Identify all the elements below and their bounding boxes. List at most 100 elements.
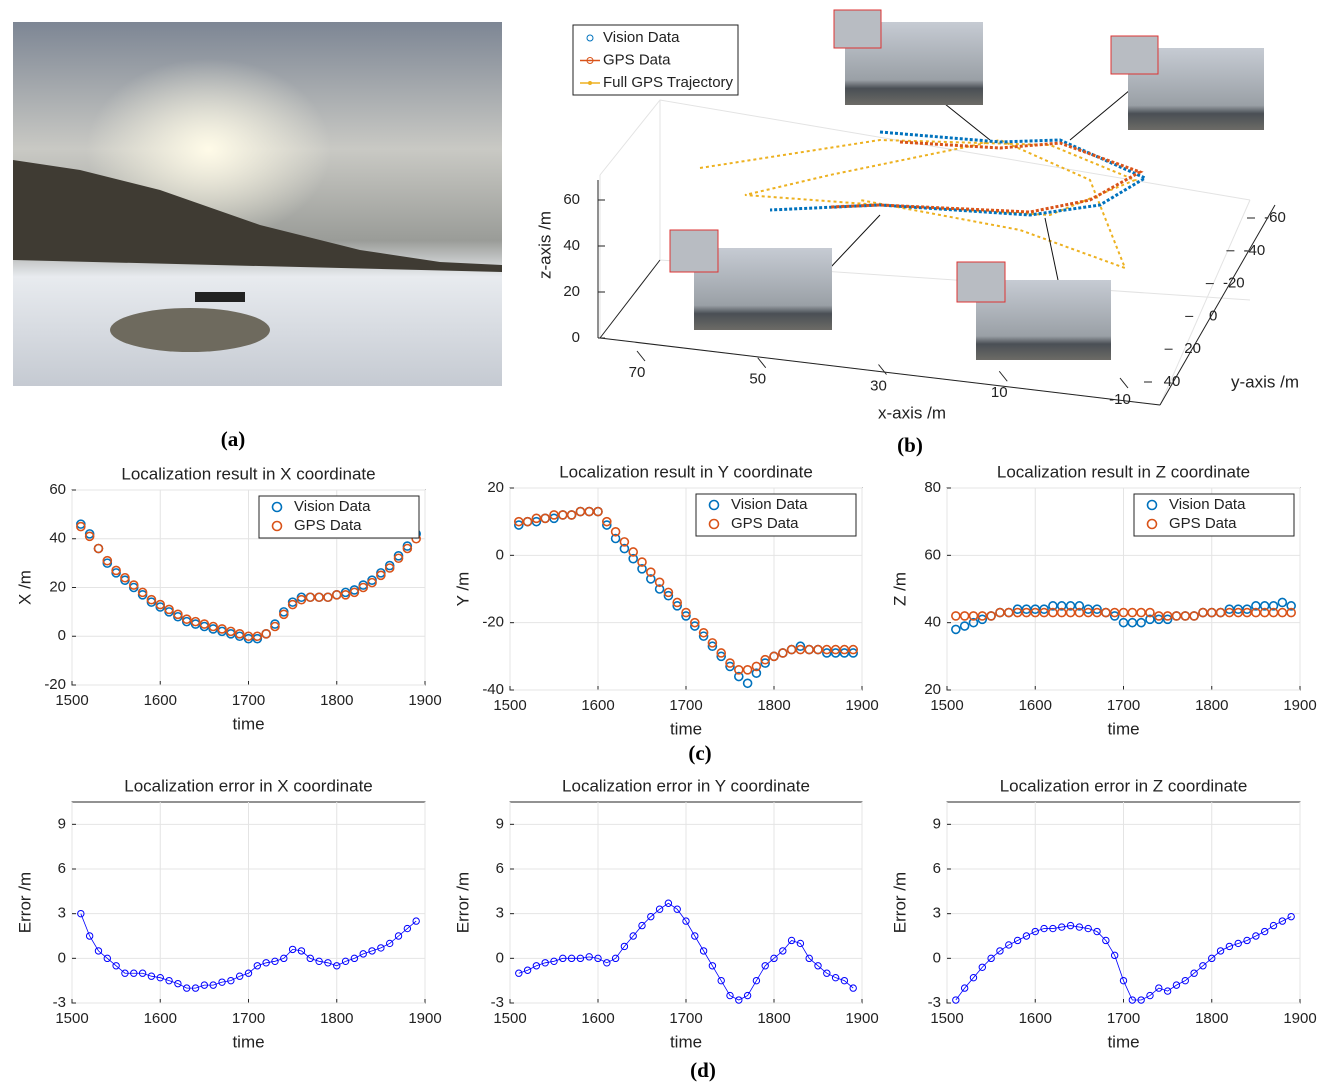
point	[969, 973, 978, 982]
point	[200, 981, 209, 989]
x-tick-label: 1800	[1195, 1010, 1228, 1027]
legend-box	[572, 24, 739, 96]
y-axis-label: Z /m	[890, 572, 909, 606]
point	[1049, 924, 1057, 933]
point	[350, 954, 359, 963]
legend-marker	[588, 81, 592, 85]
x-tick-label: 1600	[144, 692, 177, 709]
point	[830, 644, 841, 655]
point	[324, 959, 332, 967]
point	[848, 644, 859, 655]
y-tick-label: 60	[49, 481, 66, 498]
point	[996, 947, 1004, 955]
point	[531, 516, 542, 527]
point	[1224, 604, 1235, 615]
legend-marker	[1146, 499, 1158, 511]
point	[183, 984, 191, 992]
x-tick-label: 1600	[1019, 697, 1052, 714]
y-tick-label: 0	[496, 546, 504, 563]
point	[567, 954, 576, 963]
point	[331, 590, 342, 600]
point	[146, 594, 157, 605]
x-tick-label: 30	[870, 377, 887, 394]
point	[121, 969, 129, 977]
point	[94, 947, 103, 955]
point	[1021, 607, 1032, 618]
legend-marker	[708, 499, 720, 511]
point	[689, 617, 700, 628]
y-tick-label: 3	[933, 905, 941, 922]
point	[663, 590, 674, 601]
point	[103, 954, 112, 963]
point	[340, 590, 351, 600]
point	[637, 563, 647, 574]
point	[708, 962, 717, 970]
point	[1190, 969, 1198, 977]
point	[968, 611, 979, 621]
x-tick-label: 1600	[1019, 1010, 1052, 1027]
point	[164, 604, 174, 615]
z-tick-label: 60	[563, 191, 580, 208]
point	[1233, 607, 1244, 618]
point	[619, 537, 630, 547]
point	[566, 510, 577, 520]
point	[760, 658, 771, 668]
point	[386, 939, 394, 948]
point	[218, 978, 226, 986]
point	[244, 969, 253, 977]
x-tick-label: 1800	[320, 692, 353, 709]
point	[645, 574, 656, 584]
point	[1092, 604, 1102, 615]
point	[147, 972, 156, 980]
point	[689, 621, 700, 631]
point	[786, 644, 797, 655]
x-tick-label: 1900	[408, 692, 441, 709]
point	[1287, 912, 1295, 921]
z-tick-label: 40	[563, 237, 580, 254]
point	[682, 917, 690, 925]
legend-label: Vision Data	[294, 498, 371, 515]
x-tick-label: 10	[991, 384, 1008, 401]
y-tick-label: 9	[933, 815, 941, 832]
point	[1198, 607, 1208, 618]
y-tick-label: -40	[482, 681, 504, 698]
point	[1093, 927, 1101, 936]
x-axis-label: time	[232, 714, 264, 733]
point	[181, 614, 192, 624]
x-tick-label: 1600	[581, 697, 614, 714]
x-tick-label: 1500	[493, 697, 526, 714]
point	[823, 969, 831, 977]
point	[1074, 601, 1085, 611]
point	[610, 533, 621, 544]
point	[1251, 607, 1261, 618]
y-tick-label: 80	[924, 479, 941, 496]
x-axis-label: time	[1107, 1032, 1139, 1051]
x-tick	[636, 350, 646, 362]
legend-box	[1133, 493, 1295, 537]
point	[995, 607, 1005, 618]
point	[735, 996, 743, 1004]
point	[831, 973, 840, 982]
point	[1242, 604, 1252, 615]
x-tick-label: 1500	[55, 1010, 88, 1027]
point	[1127, 607, 1138, 618]
point	[1233, 604, 1244, 615]
chart-title: Localization result in Y coordinate	[559, 462, 813, 481]
point	[681, 611, 691, 621]
point	[377, 944, 385, 952]
chart-title: Localization error in Y coordinate	[562, 776, 810, 795]
point	[156, 973, 164, 982]
y-tick-label: 60	[924, 546, 941, 563]
point	[393, 553, 404, 564]
point	[84, 531, 95, 542]
x-tick-label: 1900	[408, 1010, 441, 1027]
point	[698, 627, 709, 638]
point	[795, 641, 806, 652]
point	[1127, 617, 1138, 628]
point	[761, 962, 769, 970]
legend-label: Vision Data	[603, 29, 680, 46]
point	[102, 555, 113, 566]
point	[262, 959, 270, 967]
x-tick	[998, 370, 1008, 382]
